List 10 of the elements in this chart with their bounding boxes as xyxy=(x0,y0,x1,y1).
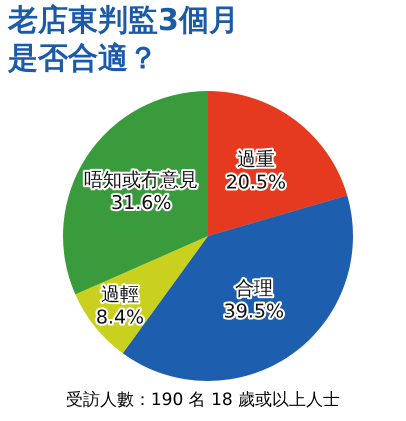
data-label: 8.4% xyxy=(96,306,144,328)
slice-label: 唔知或冇意見 xyxy=(84,168,198,191)
data-label: 39.5% xyxy=(224,300,284,323)
data-label: 31.6% xyxy=(111,192,172,214)
slice-label: 過輕 xyxy=(100,283,139,306)
slice-label: 合理 xyxy=(234,278,273,300)
text: 受訪人數：190 名 18 歲或以上人士 xyxy=(64,389,342,411)
data-label: 20.5% xyxy=(226,172,286,194)
chart-title: 老店東判監3個月是否合適？ xyxy=(8,2,240,78)
slice-label: 過重 xyxy=(236,148,275,171)
